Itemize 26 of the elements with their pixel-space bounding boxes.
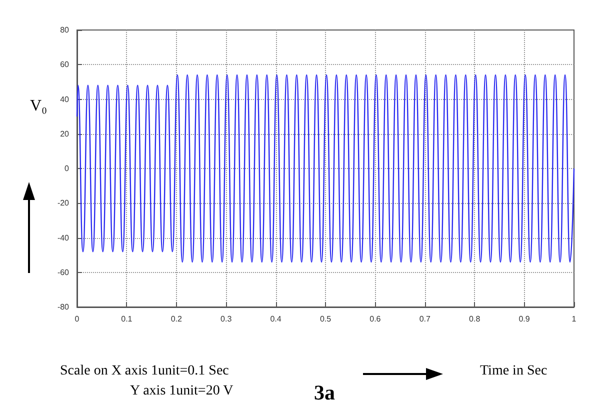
y-tick-label: -20 [57, 198, 70, 208]
y-axis-title: V₀ [30, 98, 48, 114]
x-tick-label: 0.5 [320, 314, 332, 324]
x-tick-label: 0 [74, 314, 80, 324]
line-series [76, 74, 575, 263]
x-tick-label: 0.4 [270, 314, 282, 324]
y-tick-label: -60 [57, 268, 70, 277]
x-tick-label: 0.8 [469, 314, 481, 324]
x-tick-label: 0.3 [220, 314, 232, 324]
x-tick-label: 0.7 [419, 314, 432, 324]
text: 3a [314, 380, 336, 404]
text: Scale on X axis 1unit=0.1 Sec [60, 364, 229, 378]
y-tick-label: -40 [57, 233, 70, 242]
y-tick-label: -80 [57, 302, 70, 312]
y-tick-label: 40 [60, 94, 70, 104]
x-axis-title: Time in Sec [480, 364, 548, 378]
x-tick-label: 0.9 [518, 314, 530, 324]
x-tick-label: 0.6 [370, 314, 382, 324]
y-tick-label: 20 [60, 129, 70, 138]
x-tick-label: 0.2 [170, 314, 183, 324]
y-tick-label: 80 [60, 26, 70, 34]
x-tick-label: 1 [572, 314, 577, 324]
text: Y axis 1unit=20 V [130, 384, 234, 398]
y-tick-label: 0 [64, 164, 70, 173]
y-tick-label: 60 [60, 60, 70, 70]
x-tick-label: 0.1 [121, 314, 133, 324]
